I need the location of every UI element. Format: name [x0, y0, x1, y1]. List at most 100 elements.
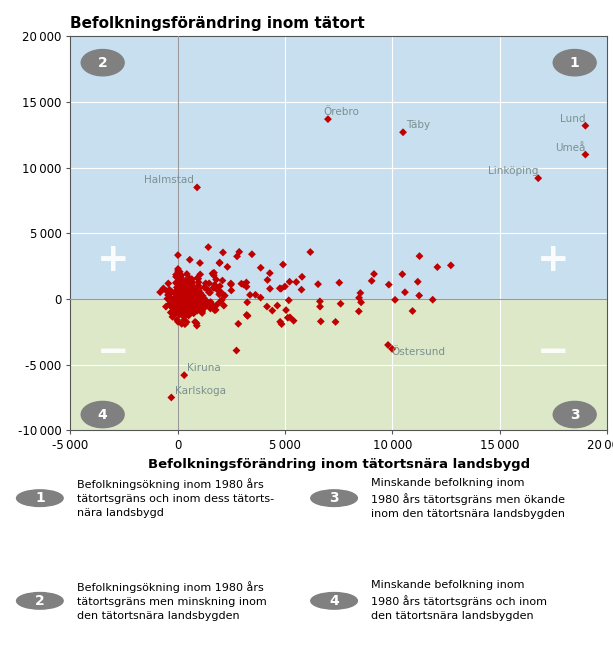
Point	[218, 275, 227, 286]
Point	[315, 301, 325, 312]
Point	[194, 283, 204, 293]
Point	[183, 297, 193, 308]
Point	[176, 291, 186, 301]
Point	[213, 285, 223, 295]
Point	[184, 281, 194, 291]
Point	[226, 279, 236, 290]
Point	[234, 318, 243, 329]
Circle shape	[82, 50, 124, 76]
Text: Örebro: Örebro	[324, 107, 360, 117]
Point	[162, 293, 172, 304]
Point	[176, 272, 186, 283]
Point	[167, 294, 177, 305]
Point	[169, 307, 179, 318]
Point	[174, 294, 184, 305]
Point	[242, 281, 251, 292]
Point	[174, 276, 184, 287]
Point	[199, 293, 208, 303]
Point	[283, 312, 292, 323]
Point	[211, 305, 221, 315]
Point	[179, 289, 189, 300]
Point	[173, 286, 183, 297]
Point	[533, 173, 543, 183]
Point	[413, 277, 423, 287]
Point	[178, 305, 188, 315]
Point	[200, 295, 210, 306]
Point	[208, 268, 218, 279]
Text: Umeå: Umeå	[555, 142, 585, 153]
X-axis label: Befolkningsförändring inom tätortsnära landsbygd: Befolkningsförändring inom tätortsnära l…	[148, 458, 530, 471]
Point	[185, 254, 195, 265]
Point	[195, 258, 205, 268]
Point	[173, 303, 183, 314]
Point	[183, 287, 193, 297]
Point	[187, 298, 197, 308]
Point	[187, 295, 197, 306]
Point	[178, 285, 188, 295]
Point	[184, 299, 194, 310]
Point	[184, 294, 194, 305]
Point	[192, 305, 202, 316]
Point	[207, 301, 216, 311]
Point	[174, 299, 184, 310]
Point	[176, 292, 186, 303]
Point	[185, 276, 194, 287]
Point	[428, 295, 438, 305]
Point	[179, 315, 189, 326]
Point	[177, 280, 187, 291]
Point	[199, 294, 208, 305]
Point	[171, 289, 181, 299]
Point	[247, 249, 257, 260]
Point	[186, 284, 196, 295]
Point	[177, 303, 187, 314]
Point	[284, 277, 294, 287]
Point	[186, 285, 196, 295]
Point	[223, 261, 232, 272]
Text: +: +	[97, 240, 130, 279]
Point	[356, 288, 365, 299]
Point	[187, 278, 197, 289]
Circle shape	[17, 592, 63, 609]
Point	[176, 270, 186, 281]
Point	[226, 278, 236, 289]
Point	[179, 279, 189, 290]
Point	[197, 306, 207, 316]
Point	[581, 120, 590, 131]
Point	[186, 297, 196, 307]
Point	[280, 281, 290, 292]
Point	[194, 285, 204, 296]
Point	[175, 287, 185, 297]
Point	[166, 307, 176, 318]
Point	[208, 283, 218, 293]
Point	[175, 287, 185, 297]
Point	[181, 301, 191, 312]
Point	[189, 308, 199, 318]
Point	[369, 269, 379, 279]
Point	[172, 282, 182, 293]
Point	[166, 288, 175, 299]
Point	[194, 295, 204, 305]
Point	[178, 278, 188, 289]
Point	[414, 251, 424, 261]
Point	[184, 286, 194, 297]
Point	[178, 284, 188, 295]
Point	[185, 273, 194, 284]
Point	[179, 289, 189, 299]
Point	[199, 293, 208, 304]
Point	[174, 277, 184, 288]
Point	[197, 308, 207, 318]
Text: 4: 4	[98, 408, 107, 422]
Point	[159, 283, 169, 294]
Point	[177, 295, 186, 306]
Text: Lund: Lund	[560, 114, 585, 124]
Point	[180, 288, 190, 299]
Point	[194, 280, 204, 291]
Point	[215, 258, 224, 268]
Point	[267, 305, 277, 316]
Point	[178, 293, 188, 303]
Point	[172, 297, 181, 308]
Point	[200, 302, 210, 312]
Point	[217, 287, 227, 298]
Point	[192, 273, 202, 283]
Point	[178, 289, 188, 300]
